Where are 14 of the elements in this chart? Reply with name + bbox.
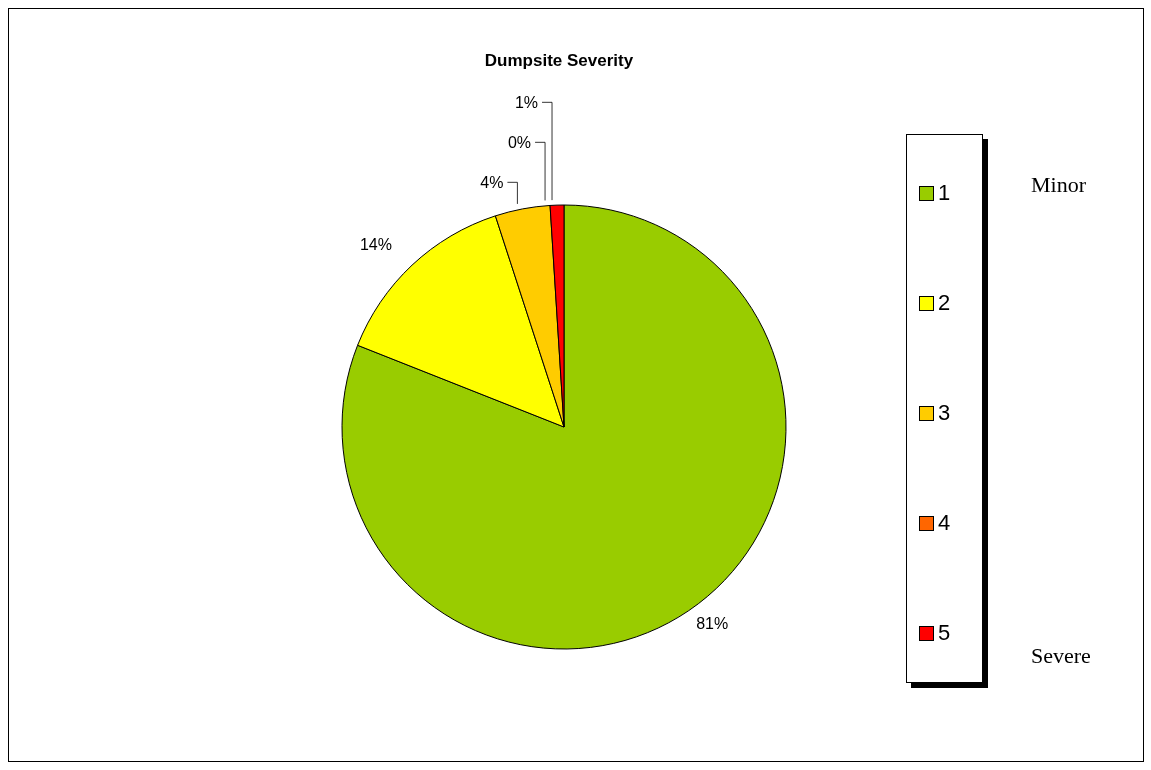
- text: Severe: [1031, 643, 1091, 669]
- chart-title: Dumpsite Severity: [483, 51, 635, 71]
- legend-label: 1: [938, 180, 951, 206]
- legend-label: 3: [938, 400, 951, 426]
- data-label: 1%: [514, 93, 539, 111]
- pie-slice: [341, 204, 787, 650]
- legend-label: 5: [938, 620, 951, 646]
- legend-label: 4: [938, 510, 951, 536]
- legend-label: 2: [938, 290, 951, 316]
- data-label: 14%: [359, 235, 392, 253]
- text: Minor: [1031, 172, 1086, 198]
- data-label: 4%: [480, 173, 504, 191]
- data-label: 81%: [696, 615, 729, 633]
- text: 0%: [507, 133, 532, 151]
